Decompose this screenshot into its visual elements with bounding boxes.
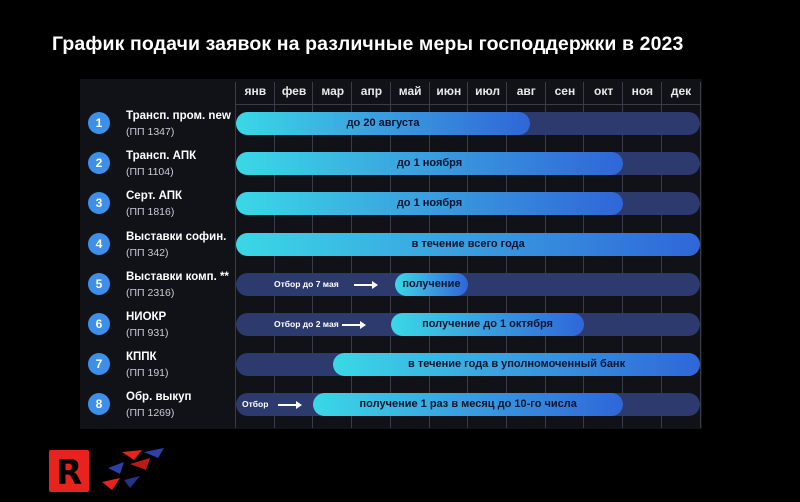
month-tick-label: окт <box>594 84 614 98</box>
row-number-badge: 4 <box>88 232 110 255</box>
grid-line <box>700 82 702 428</box>
row-name: Выставки комп. ** <box>126 270 229 283</box>
month-tick-label: авг <box>516 84 536 98</box>
month-tick-label: янв <box>244 84 267 98</box>
timeline-bar <box>313 393 623 417</box>
month-tick-label: июн <box>436 84 462 98</box>
row-name: Серт. АПК <box>126 190 183 203</box>
row-number-badge: 3 <box>88 192 110 215</box>
grid-line <box>235 82 236 428</box>
row-name: Трансп. пром. new <box>126 110 231 122</box>
bar-label: в течение года в уполномоченный банк <box>408 358 626 371</box>
selection-label: Отбор до 7 мая <box>274 278 339 289</box>
page-title: График подачи заявок на различные меры г… <box>52 33 684 55</box>
row-number-badge: 2 <box>88 152 110 175</box>
month-tick-label: май <box>398 84 422 98</box>
row-code: (ПП 1269) <box>126 407 175 420</box>
row-name: НИОКР <box>126 311 167 323</box>
month-tick-label: ноя <box>631 84 654 98</box>
row-code: (ПП 2316) <box>126 286 175 299</box>
logo-r-icon: R <box>49 450 89 493</box>
month-tick-label: дек <box>670 84 692 98</box>
header-divider <box>235 104 700 105</box>
row-name: Обр. выкуп <box>126 391 192 404</box>
timeline-bar <box>390 313 585 336</box>
bar-label: получение <box>402 277 461 290</box>
row-number-badge: 1 <box>88 112 110 134</box>
arrow-icon <box>342 321 366 329</box>
row-code: (ПП 931) <box>126 327 169 339</box>
selection-label: Отбор до 2 мая <box>274 319 339 329</box>
month-tick-label: июл <box>475 84 501 98</box>
row-code: (ПП 1104) <box>126 166 174 179</box>
bar-label: до 1 ноября <box>396 197 463 210</box>
row-number-badge: 5 <box>88 272 110 295</box>
timeline-bar <box>394 272 469 296</box>
bar-label: до 1 ноября <box>396 157 463 170</box>
month-tick-label: сен <box>554 84 576 98</box>
timeline-bar <box>236 192 623 216</box>
row-number-badge: 7 <box>88 353 110 376</box>
bar-label: получение 1 раз в месяц до 10-го числа <box>359 398 577 411</box>
timeline-bar <box>236 232 701 256</box>
bar-label: получение до 1 октября <box>422 318 553 330</box>
timeline-bar <box>236 152 623 176</box>
row-code: (ПП 191) <box>126 367 169 380</box>
row-number-badge: 6 <box>88 313 110 335</box>
row-number-badge: 8 <box>88 393 110 416</box>
row-name: КППК <box>126 351 157 364</box>
bar-label: до 20 августа <box>346 117 420 129</box>
row-code: (ПП 1816) <box>126 206 175 219</box>
month-tick-label: мар <box>321 84 345 98</box>
row-code: (ПП 342) <box>126 246 169 259</box>
timeline-bar <box>236 112 531 135</box>
logo-shards-icon <box>102 448 164 490</box>
timeline-bar <box>332 353 701 377</box>
bar-label: в течение всего года <box>411 237 525 250</box>
selection-label: Отбор <box>242 399 269 410</box>
month-tick-label: апр <box>360 84 383 98</box>
arrow-icon <box>354 280 378 289</box>
row-code: (ПП 1347) <box>126 126 175 138</box>
month-tick-label: фев <box>281 84 307 98</box>
row-name: Трансп. АПК <box>126 150 197 163</box>
arrow-icon <box>278 401 302 410</box>
row-name: Выставки софин. <box>126 230 227 243</box>
